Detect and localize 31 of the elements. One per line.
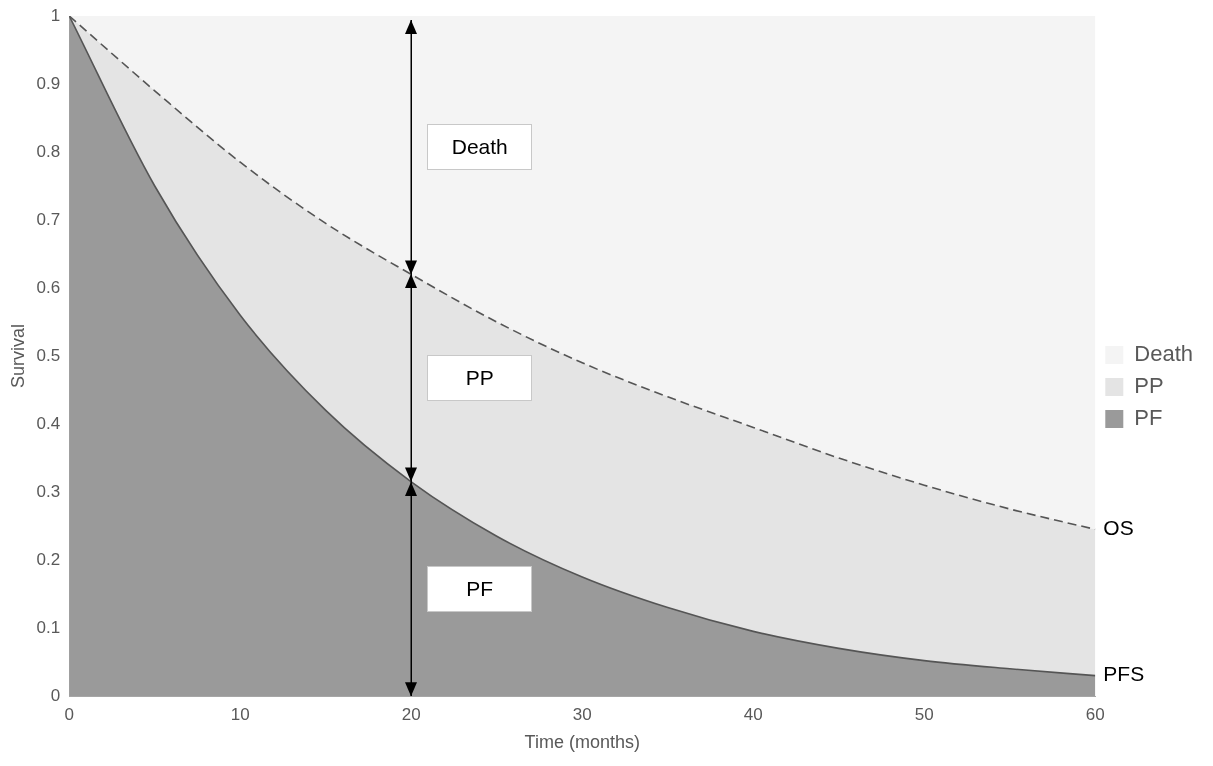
x-tick-label: 10 <box>230 704 250 724</box>
y-tick-label: 0.9 <box>36 73 61 93</box>
x-tick-label: 50 <box>914 704 934 724</box>
y-tick-label: 0.5 <box>36 345 61 365</box>
annotation: PF <box>466 576 494 601</box>
annotation: OS <box>1103 516 1134 540</box>
annotation: Death <box>451 135 508 160</box>
x-tick-label: 0 <box>64 704 74 724</box>
x-tick-label: 60 <box>1085 704 1105 724</box>
x-axis-title: Time (months) <box>524 732 640 753</box>
annotation: PFS <box>1103 662 1145 686</box>
y-tick-label: 1 <box>50 5 61 25</box>
label-box: PF <box>427 565 533 612</box>
y-tick-label: 0.6 <box>36 277 61 297</box>
annotation: PP <box>465 366 494 391</box>
label-box: PP <box>427 355 533 402</box>
legend-label: PF <box>1134 405 1163 431</box>
label-box: Death <box>427 124 533 171</box>
legend-label: PP <box>1134 373 1164 399</box>
y-tick-label: 0.1 <box>36 617 61 637</box>
y-tick-label: 0.4 <box>36 413 61 433</box>
y-tick-label: 0.8 <box>36 141 61 161</box>
y-tick-label: 0.2 <box>36 549 61 569</box>
y-tick-label: 0 <box>50 685 61 705</box>
x-tick-label: 40 <box>743 704 763 724</box>
y-axis-title: Survival <box>7 323 28 389</box>
x-tick-label: 30 <box>572 704 592 724</box>
y-tick-label: 0.7 <box>36 209 61 229</box>
x-tick-label: 20 <box>401 704 421 724</box>
y-tick-label: 0.3 <box>36 481 61 501</box>
legend-label: Death <box>1134 341 1194 367</box>
